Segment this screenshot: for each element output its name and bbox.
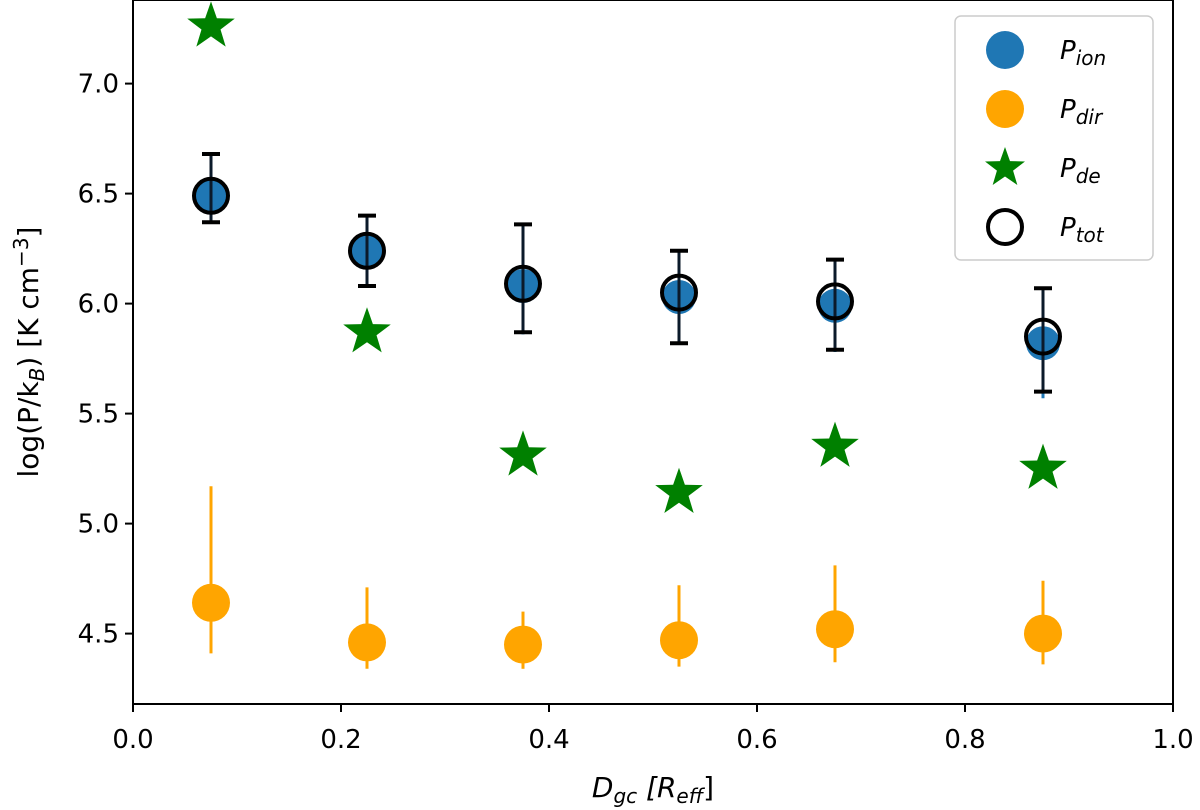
legend-label-de: Pde <box>1060 154 1101 188</box>
tot-point-1 <box>348 231 386 270</box>
dir-point-3 <box>660 621 698 660</box>
y-axis-label-pre: log(P/k <box>12 381 45 478</box>
x-axis-ticks: 0.0 0.2 0.4 0.6 0.8 1.0 <box>112 704 1194 755</box>
dir-point-5 <box>1024 614 1062 653</box>
x-axis-label-main: D <box>592 771 614 804</box>
tot-point-2 <box>504 264 542 303</box>
y-axis-label: log(P/kB) [K cm−3] <box>9 227 49 478</box>
legend-star-shape <box>985 147 1025 185</box>
x-tick-label-3: 0.6 <box>736 725 777 755</box>
y-tick-label-5: 7.0 <box>78 70 119 100</box>
de-point-0 <box>187 1 235 47</box>
legend-label-ion-main: P <box>1060 36 1076 66</box>
y-axis-label-sub: B <box>25 368 49 382</box>
x-axis-label-close: ] <box>703 771 714 804</box>
plot-frame <box>132 0 1174 705</box>
dir-point-4 <box>816 610 854 649</box>
y-tick-label-0: 4.5 <box>78 620 119 650</box>
tot-point-3 <box>660 273 698 312</box>
y-tick-label-3: 6.0 <box>78 290 119 320</box>
x-axis-label: Dgc [Reff] <box>592 771 714 808</box>
de-point-4 <box>811 421 859 467</box>
legend-label-ion-sub: ion <box>1076 46 1106 70</box>
de-point-3 <box>655 467 703 514</box>
y-tick-label-1: 5.0 <box>78 510 119 540</box>
x-tick-label-4: 0.8 <box>944 725 985 755</box>
legend-label-ion: Pion <box>1060 36 1106 70</box>
de-point-5 <box>1019 443 1067 489</box>
x-tick-label-0: 0.0 <box>112 725 153 755</box>
dir-point-0 <box>192 583 230 622</box>
legend-label-de-sub: de <box>1076 164 1101 188</box>
legend-marker-de <box>985 147 1025 185</box>
x-tick-label-1: 0.2 <box>320 725 361 755</box>
legend-label-dir: Pdir <box>1060 95 1104 129</box>
dir-point-1 <box>348 623 386 662</box>
dir-point-2 <box>504 625 542 664</box>
tot-point-4 <box>816 282 854 321</box>
legend-label-de-main: P <box>1060 154 1076 184</box>
legend-marker-tot <box>986 208 1024 246</box>
tot-point-0 <box>192 176 230 215</box>
legend-marker-dir <box>986 90 1024 128</box>
legend-frame <box>954 15 1154 261</box>
x-axis-label-sub: gc <box>613 784 637 808</box>
x-tick-label-5: 1.0 <box>1152 725 1193 755</box>
x-axis-label-open: [R <box>637 771 676 804</box>
y-axis-ticks: 4.5 5.0 5.5 6.0 6.5 7.0 <box>78 70 133 650</box>
de-point-2 <box>499 430 547 476</box>
tot-point-5 <box>1024 317 1062 356</box>
legend-label-tot-main: P <box>1060 213 1076 243</box>
legend-label-tot: Ptot <box>1060 213 1105 247</box>
de-point-1 <box>343 307 391 353</box>
legend: Pion Pdir Pde Ptot <box>954 15 1154 261</box>
legend-label-dir-sub: dir <box>1076 105 1104 129</box>
y-axis-label-post: ] <box>12 227 45 238</box>
data-marks <box>187 1 1067 669</box>
x-axis-label-unit-sub: eff <box>676 784 705 808</box>
y-axis-label-mid: ) [K cm <box>12 267 45 368</box>
y-axis-label-sup: −3 <box>9 237 33 266</box>
x-tick-label-2: 0.4 <box>528 725 569 755</box>
y-tick-label-2: 5.5 <box>78 400 119 430</box>
legend-label-tot-sub: tot <box>1076 223 1105 247</box>
legend-label-dir-main: P <box>1060 95 1076 125</box>
legend-marker-ion <box>986 31 1024 69</box>
y-tick-label-4: 6.5 <box>78 180 119 210</box>
